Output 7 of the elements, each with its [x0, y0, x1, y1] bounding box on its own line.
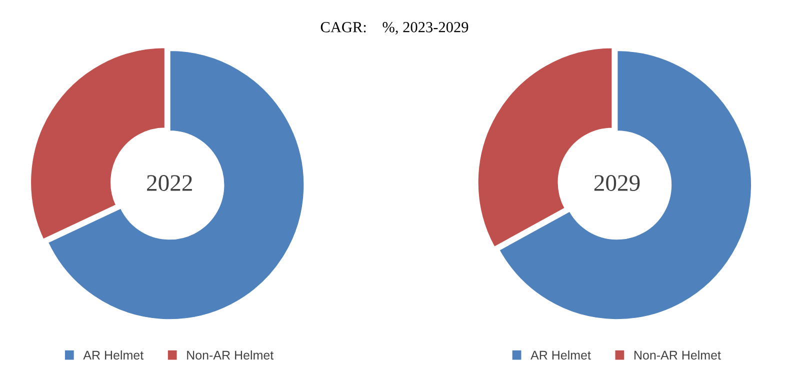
- legend-label: Non-AR Helmet: [187, 350, 274, 360]
- text: CAGR: %, 2023-2029: [320, 22, 468, 35]
- text: 2029: [594, 175, 640, 191]
- text: 2022: [147, 175, 192, 191]
- legend-label: AR Helmet: [83, 350, 144, 360]
- legend-label: Non-AR Helmet: [634, 350, 721, 360]
- legend-label: AR Helmet: [530, 350, 591, 360]
